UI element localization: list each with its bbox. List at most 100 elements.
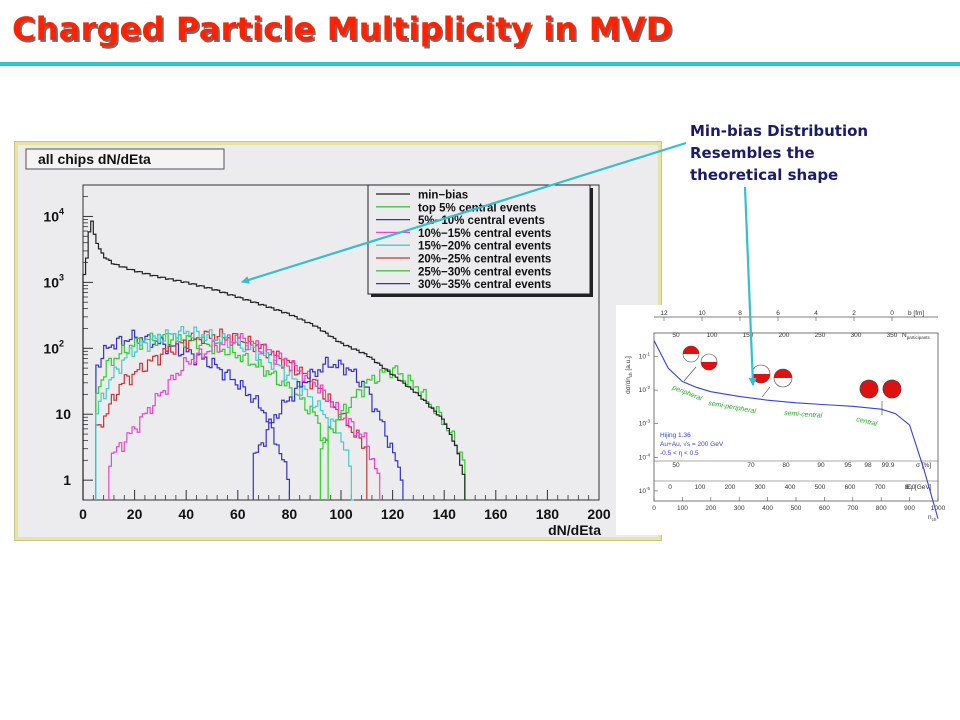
b-tick-label: 4 [814, 310, 818, 317]
series-7-histogram [95, 329, 290, 500]
et-tick-label: 700 [875, 484, 886, 491]
theory-y-tick-label: 10-4 [639, 452, 651, 461]
et-tick-label: 100 [695, 484, 706, 491]
series-4-histogram [95, 325, 354, 501]
pointer-line [761, 386, 771, 398]
y-tick-label: 1 [63, 472, 71, 488]
b-tick-label: 6 [776, 310, 780, 317]
sigma-axis-label: σ [%] [916, 462, 931, 469]
et-tick-label: 300 [755, 484, 766, 491]
series-0-histogram [82, 220, 466, 500]
et-tick-label: 0 [668, 484, 672, 491]
annotation-text: Min-bias Distribution Resembles the theo… [690, 120, 930, 186]
nucleus-icon [859, 379, 879, 399]
series-1-histogram [319, 365, 466, 500]
npart-tick-label: 100 [707, 332, 718, 339]
annotation-line: Min-bias Distribution [690, 122, 869, 140]
multiplicity-histogram: all chips dN/dEta 1 10 102 103 104 0 20 40 60 80 10… [25, 148, 611, 537]
nch-axis-label: nch [928, 514, 937, 522]
b-tick-label: 10 [698, 310, 706, 317]
region-label: semi-central [784, 410, 823, 420]
nucleus-icon [882, 379, 902, 399]
slide-title: Charged Particle Multiplicity in MVD [12, 10, 673, 48]
nch-tick-label: 600 [819, 505, 830, 512]
nucleus-icon [773, 368, 793, 388]
y-tick-label: 103 [43, 272, 64, 290]
sigma-tick-label: 95 [844, 462, 852, 469]
chart-title-box [25, 148, 225, 170]
sigma-tick-label: 99.9 [882, 462, 895, 469]
legend-label: 30%−35% central events [418, 279, 551, 291]
legend-label: 25%−30% central events [418, 266, 551, 278]
theoretical-distribution-plot: 12 10 8 6 4 2 0 b [fm] 50 100 150 200 250 300 350 Npart… [616, 305, 950, 535]
title-divider [0, 62, 960, 66]
y-tick-label: 10 [55, 406, 71, 422]
legend-label: min−bias [418, 190, 468, 202]
theory-background [616, 305, 950, 535]
npart-tick-label: 300 [851, 332, 862, 339]
chart-title: all chips dN/dEta [38, 151, 151, 167]
nch-tick-label: 500 [791, 505, 802, 512]
region-label: central [856, 416, 879, 428]
legend-label: 10%−15% central events [418, 228, 551, 240]
x-axis-label: dN/dEta [548, 522, 601, 537]
nch-tick-label: 0 [652, 505, 656, 512]
y-tick-label: 104 [43, 206, 64, 224]
npart-tick-label: 50 [672, 332, 680, 339]
nch-tick-label: 300 [734, 505, 745, 512]
sigma-tick-label: 70 [747, 462, 755, 469]
series-2-histogram [252, 356, 404, 500]
legend-label: 15%−20% central events [418, 241, 551, 253]
npart-tick-label: 150 [743, 332, 754, 339]
b-tick-label: 12 [660, 310, 668, 317]
nch-tick-label: 700 [847, 505, 858, 512]
theory-y-tick-label: 10-3 [639, 419, 651, 428]
nch-tick-label: 200 [705, 505, 716, 512]
annotation-line: theoretical shape [690, 166, 839, 184]
histogram-canvas-frame: all chips dN/dEta 1 10 102 103 104 0 20 40 60 80 10… [14, 141, 662, 541]
et-tick-label: 500 [815, 484, 826, 491]
annotation-line: Resembles the [690, 144, 815, 162]
nucleus-icon [682, 345, 700, 363]
b-tick-label: 0 [890, 310, 894, 317]
sigma-tick-label: 90 [817, 462, 825, 469]
et-tick-label: 600 [845, 484, 856, 491]
series-3-histogram [108, 332, 381, 500]
npart-tick-label: 200 [779, 332, 790, 339]
legend-label: top 5% central events [418, 202, 536, 214]
theory-y-axis-label: dσ/dnch [a.u.] [625, 356, 633, 394]
x-tick-label: 0 [79, 506, 87, 522]
simulation-info-text: Hijing 1.36 [660, 432, 691, 439]
b-tick-label: 2 [852, 310, 856, 317]
sigma-tick-label: 50 [672, 462, 680, 469]
nch-tick-label: 1000 [931, 505, 946, 512]
npart-axis-label: Nparticipants [902, 332, 930, 340]
b-axis-label: b [fm] [908, 310, 924, 317]
nucleus-icon [700, 353, 718, 371]
et-tick-label: 800 [905, 484, 916, 491]
x-tick-label: 160 [484, 506, 508, 522]
nucleus-icon [751, 364, 771, 384]
y-tick-label: 102 [43, 338, 64, 356]
et-axis-label: ET [GeV] [906, 484, 932, 492]
sigma-tick-label: 98 [864, 462, 872, 469]
theoretical-curve [653, 340, 939, 519]
x-tick-label: 80 [282, 506, 298, 522]
et-tick-label: 200 [725, 484, 736, 491]
nch-tick-label: 900 [904, 505, 915, 512]
theory-y-tick-label: 10-5 [639, 486, 651, 495]
npart-tick-label: 250 [815, 332, 826, 339]
x-tick-label: 140 [433, 506, 457, 522]
simulation-info-text: -0.5 < η < 0.5 [660, 450, 699, 457]
histogram-canvas: all chips dN/dEta 1 10 102 103 104 0 20 40 60 80 10… [18, 145, 658, 537]
simulation-info-text: Au+Au, √s = 200 GeV [660, 440, 724, 448]
nch-tick-label: 400 [762, 505, 773, 512]
x-tick-label: 180 [536, 506, 560, 522]
x-tick-label: 20 [127, 506, 143, 522]
theory-y-tick-label: 10-2 [639, 385, 651, 394]
x-tick-label: 120 [381, 506, 405, 522]
x-tick-label: 40 [178, 506, 194, 522]
sigma-tick-label: 80 [782, 462, 790, 469]
x-tick-label: 60 [230, 506, 246, 522]
x-tick-label: 100 [329, 506, 353, 522]
